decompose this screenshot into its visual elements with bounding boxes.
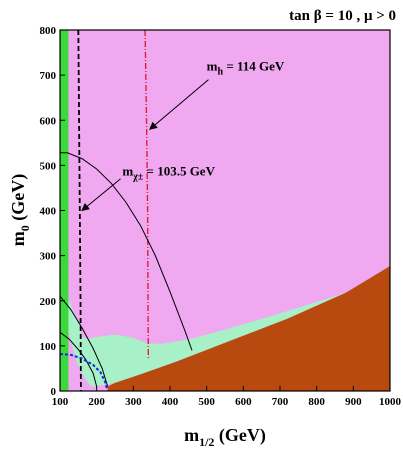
x-tick-label: 800 [308, 396, 325, 408]
line-higgs-114 [144, 30, 150, 360]
y-axis-title-main: m [8, 231, 28, 246]
x-tick-label: 600 [235, 396, 252, 408]
y-tick-label: 300 [40, 251, 57, 263]
annotation-sub: h [218, 67, 224, 78]
y-tick-label: 700 [40, 70, 57, 82]
region-stau-lsp [107, 266, 390, 391]
x-tick-label: 400 [162, 396, 179, 408]
chart-title: tan β = 10 , μ > 0 [289, 8, 396, 24]
y-axis-title-sub: 0 [18, 225, 32, 231]
arrow-higgs-label [149, 79, 209, 130]
y-tick-label: 800 [40, 25, 57, 37]
line-inner-curve-2 [60, 331, 98, 387]
arrow-chargino-label [81, 178, 121, 212]
y-tick-label: 200 [40, 296, 57, 308]
y-tick-label: 100 [40, 341, 57, 353]
annotation-main: m [122, 163, 133, 178]
x-axis-title-unit: (GeV) [214, 425, 265, 446]
y-tick-label: 600 [40, 115, 57, 127]
x-tick-label: 1000 [379, 396, 402, 408]
x-tick-label: 500 [198, 396, 215, 408]
annotation-rest: = 103.5 GeV [143, 163, 215, 178]
x-tick-label: 200 [88, 396, 105, 408]
annotation-chargino-label: mχ± = 103.5 GeV [122, 163, 215, 182]
x-tick-label: 300 [125, 396, 142, 408]
line-inner-curve-1 [60, 295, 109, 387]
line-blue-contour [60, 353, 108, 390]
y-axis-title-unit: (GeV) [8, 174, 29, 225]
region-relic-density [60, 266, 390, 387]
x-tick-label: 700 [272, 396, 289, 408]
annotation-rest: = 114 GeV [223, 59, 285, 74]
x-axis-title: m1/2 (GeV) [184, 425, 266, 449]
annotation-sub: χ± [132, 171, 144, 182]
line-h114-ellipse [60, 152, 193, 351]
x-tick-label: 900 [345, 396, 362, 408]
annotation-main: m [207, 59, 218, 74]
x-axis-title-main: m [184, 425, 199, 445]
annotation-higgs-label: mh = 114 GeV [207, 59, 285, 78]
y-tick-label: 500 [40, 160, 57, 172]
y-tick-label: 400 [40, 206, 57, 218]
y-axis-title: m0 (GeV) [8, 174, 32, 246]
line-chargino-103-5 [77, 30, 82, 391]
x-axis-title-sub: 1/2 [199, 435, 214, 449]
x-tick-label: 100 [52, 396, 69, 408]
y-tick-label: 0 [51, 386, 57, 398]
